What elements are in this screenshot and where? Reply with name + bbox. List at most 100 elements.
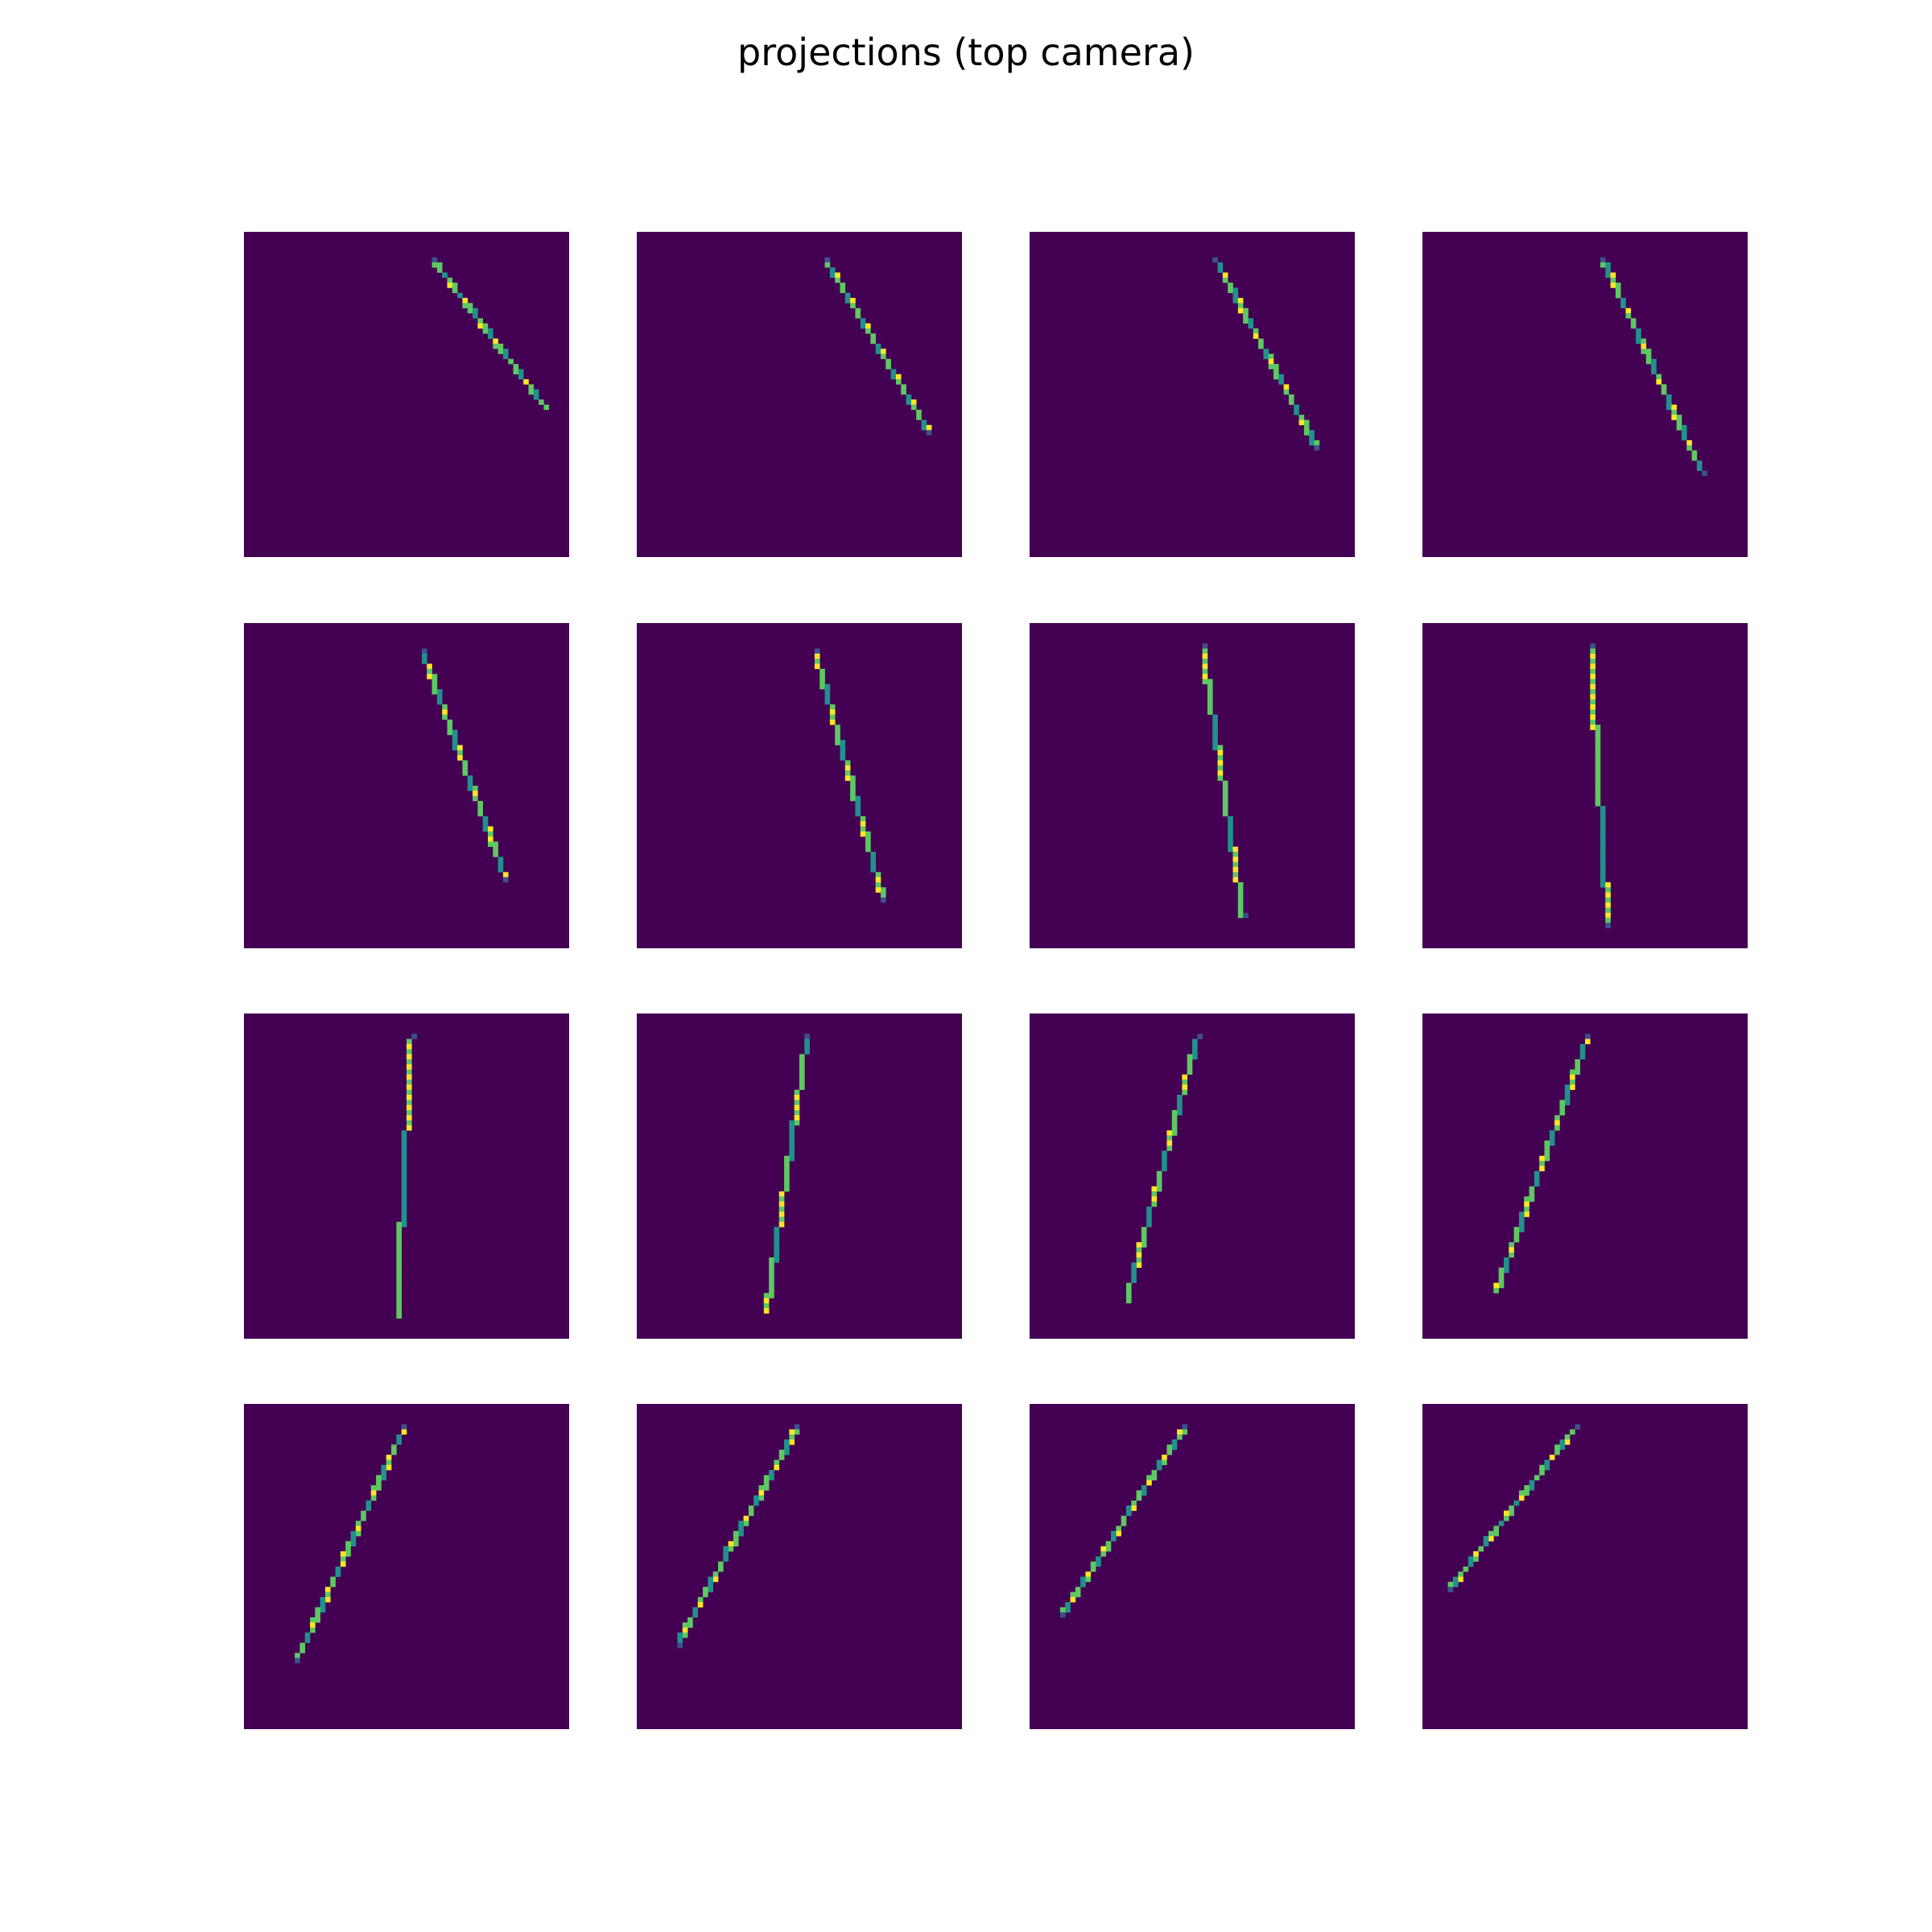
projection-pixel: [350, 1530, 357, 1537]
projection-pixel: [1222, 277, 1228, 283]
projection-pixel: [1274, 374, 1279, 380]
projection-pixel: [1534, 1181, 1540, 1187]
projection-pixel: [1263, 349, 1269, 354]
projection-pixel: [1600, 811, 1606, 817]
projection-pixel: [1686, 445, 1692, 451]
projection-pixel: [376, 1485, 382, 1491]
projection-pixel: [295, 1657, 300, 1664]
projection-pixel: [829, 709, 836, 715]
projection-pixel: [1570, 1069, 1575, 1075]
projection-pixel: [1595, 755, 1601, 761]
projection-pixel: [1268, 358, 1274, 365]
projection-pixel: [804, 1043, 810, 1050]
projection-pixel: [361, 1510, 366, 1517]
projection-pixel: [1162, 1459, 1167, 1466]
projection-pixel: [712, 1576, 719, 1583]
projection-pixel: [1136, 1252, 1142, 1258]
projection-pixel: [1136, 1490, 1142, 1496]
projection-pixel: [1146, 1475, 1152, 1480]
projection-pixel: [1212, 745, 1218, 751]
panel-background: [1422, 1013, 1748, 1339]
projection-pixel: [1080, 1581, 1086, 1587]
projection-pixel: [1595, 795, 1601, 802]
projection-pixel: [462, 303, 469, 308]
projection-pixel: [1232, 292, 1239, 299]
projection-pixel: [1595, 791, 1601, 796]
projection-pixel: [1222, 795, 1228, 802]
projection-pixel: [1483, 1541, 1489, 1547]
projection-pixel: [850, 303, 856, 308]
projection-pixel: [733, 1536, 739, 1542]
projection-pixel: [865, 831, 871, 837]
projection-pixel: [875, 343, 881, 349]
projection-pixel: [1463, 1567, 1469, 1572]
projection-pixel: [1529, 1191, 1535, 1197]
projection-pixel: [860, 831, 866, 837]
projection-pixel: [1656, 374, 1662, 380]
projection-pixel: [386, 1455, 392, 1460]
projection-pixel: [840, 749, 846, 756]
projection-pixel: [1524, 1201, 1530, 1208]
projection-pixel: [1228, 287, 1233, 294]
projection-pixel: [407, 1069, 412, 1075]
projection-pixel: [1177, 1429, 1183, 1435]
projection-pixel: [865, 323, 871, 329]
projection-pixel: [1544, 1155, 1550, 1162]
projection-pixel: [299, 1648, 306, 1653]
projection-pixel: [769, 1282, 774, 1289]
projection-pixel: [1595, 749, 1601, 756]
projection-pixel: [1303, 424, 1310, 431]
projection-pixel: [789, 1140, 795, 1146]
projection-pixel: [1590, 643, 1596, 649]
projection-pixel: [488, 333, 493, 339]
projection-pixel: [431, 674, 438, 679]
projection-pixel: [1518, 1212, 1525, 1217]
projection-pixel: [789, 1125, 795, 1131]
projection-pixel: [799, 1059, 805, 1065]
projection-pixel: [763, 1308, 770, 1314]
projection-pixel: [1575, 1064, 1580, 1070]
projection-pixel: [778, 1449, 785, 1455]
projection-pixel: [320, 1596, 326, 1603]
projection-pixel: [794, 1089, 800, 1096]
projection-pixel: [442, 709, 448, 715]
projection-pixel: [407, 1059, 412, 1065]
projection-pixel: [1146, 1212, 1152, 1217]
projection-pixel: [407, 1064, 412, 1070]
projection-pixel: [824, 699, 831, 705]
projection-pixel: [1651, 364, 1657, 369]
projection-pixel: [396, 1272, 402, 1278]
panel-background: [1030, 623, 1355, 948]
projection-pixel: [789, 1429, 795, 1435]
projection-pixel: [1549, 1130, 1555, 1136]
projection-pixel: [1237, 902, 1244, 908]
projection-pixel: [794, 1100, 800, 1105]
projection-pixel: [758, 1495, 765, 1501]
projection-pixel: [906, 394, 912, 400]
projection-pixel: [396, 1308, 402, 1314]
projection-pixel: [1590, 719, 1596, 725]
projection-pixel: [396, 1232, 402, 1238]
projection-pixel: [1258, 338, 1264, 345]
projection-pixel: [1162, 1455, 1167, 1460]
projection-pixel: [482, 821, 489, 827]
projection-pixel: [1171, 1444, 1178, 1451]
projection-pixel: [763, 1293, 770, 1298]
projection-pixel: [427, 674, 432, 679]
projection-pixel: [539, 399, 544, 405]
projection-pixel: [850, 780, 856, 786]
projection-pixel: [1549, 1140, 1555, 1146]
projection-pixel: [1217, 770, 1224, 776]
projection-pixel: [1600, 841, 1606, 848]
projection-pixel: [1447, 1587, 1454, 1592]
projection-pixel: [493, 846, 498, 852]
projection-pixel: [784, 1181, 790, 1187]
projection-pixel: [1478, 1546, 1484, 1552]
projection-pixel: [401, 1146, 407, 1151]
projection-pixel: [320, 1602, 326, 1608]
projection-pixel: [814, 653, 820, 659]
projection-pixel: [677, 1642, 683, 1649]
projection-pixel: [769, 1470, 774, 1476]
projection-pixel: [1151, 1470, 1158, 1476]
projection-pixel: [1605, 907, 1611, 914]
